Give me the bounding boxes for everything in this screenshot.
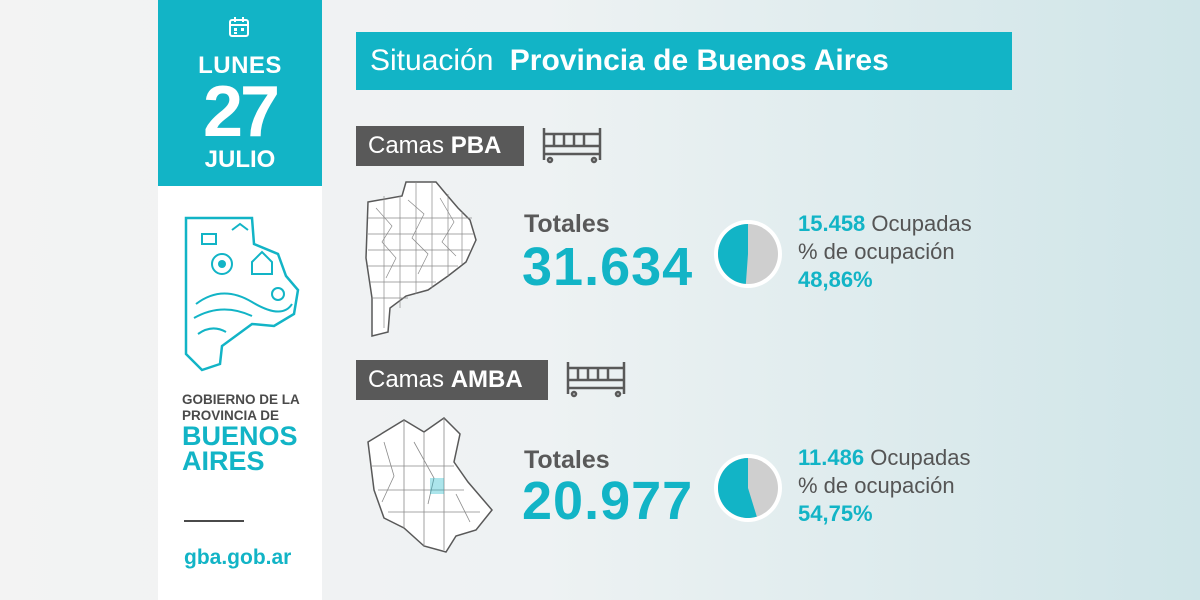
ocupadas-line: 11.486 Ocupadas <box>798 444 971 472</box>
ocupadas-label: Ocupadas <box>871 211 972 236</box>
pie-slice-occupied <box>717 224 748 284</box>
sidebar: LUNES 27 JULIO GOBIERNO DE LA PROVINCIA … <box>158 0 322 600</box>
ocupadas-value: 15.458 <box>798 211 866 236</box>
government-line-2: PROVINCIA DE <box>182 408 280 423</box>
section-label-pba: Camas PBA <box>356 126 524 166</box>
date-box: LUNES 27 JULIO <box>158 0 322 186</box>
calendar-icon <box>229 17 249 37</box>
section-label-amba: Camas AMBA <box>356 360 548 400</box>
bed-icon <box>566 362 626 398</box>
pba-map-icon <box>365 181 477 337</box>
totales-label: Totales <box>524 210 610 238</box>
ocupacion-value: 54,75% <box>798 501 873 526</box>
date-month: JULIO <box>204 146 276 173</box>
totales-value: 20.977 <box>522 471 694 531</box>
website-link[interactable]: gba.gob.ar <box>184 546 292 569</box>
province-logo-icon <box>184 216 300 372</box>
section-label-prefix: Camas <box>368 366 445 393</box>
occupancy-pie <box>714 220 782 288</box>
government-name-small: GOBIERNO DE LA PROVINCIA DE <box>182 392 312 424</box>
pie-slice-occupied <box>718 458 757 518</box>
title-bold: Provincia de Buenos Aires <box>509 44 889 77</box>
government-big-line-2: AIRES <box>182 446 265 476</box>
date-number: 27 <box>202 72 280 152</box>
ocupacion-label: % de ocupación <box>798 239 955 264</box>
government-big-line-1: BUENOS <box>182 421 298 451</box>
totales-label: Totales <box>524 446 610 474</box>
title-prefix: Situación <box>370 44 494 77</box>
section-label-bold: AMBA <box>450 366 523 393</box>
ocupacion-label: % de ocupación <box>798 473 955 498</box>
ocupacion-value: 48,86% <box>798 267 873 292</box>
occupancy-pie <box>714 454 782 522</box>
section-label-prefix: Camas <box>368 132 445 159</box>
ocupadas-label: Ocupadas <box>870 445 971 470</box>
date-day: LUNES <box>198 52 282 79</box>
ocupadas-value: 11.486 <box>798 445 865 470</box>
government-line-1: GOBIERNO DE LA <box>182 392 300 407</box>
stats-block: 15.458 Ocupadas % de ocupación 48,86% <box>798 210 972 294</box>
ocupadas-line: 15.458 Ocupadas <box>798 210 972 238</box>
section-label-bold: PBA <box>450 132 502 159</box>
government-name-big: BUENOS AIRES <box>182 421 312 476</box>
divider <box>184 520 244 522</box>
bed-icon <box>542 128 602 164</box>
page-title: Situación Provincia de Buenos Aires <box>356 32 1012 90</box>
amba-map-icon <box>367 417 493 553</box>
totales-value: 31.634 <box>522 237 694 297</box>
stats-block: 11.486 Ocupadas % de ocupación 54,75% <box>798 444 971 528</box>
